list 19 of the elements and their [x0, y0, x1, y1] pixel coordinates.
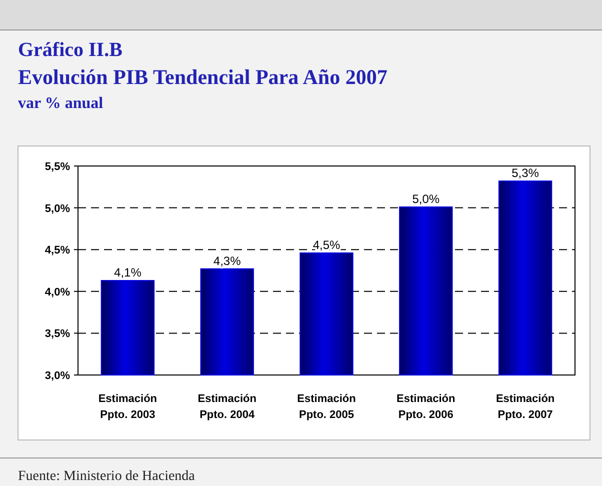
x-tick-label: Estimación Ppto. 2003	[98, 393, 158, 421]
data-label: 5,0%	[412, 192, 440, 206]
y-tick-label: 3,5%	[44, 328, 70, 340]
chart-subtitle: var % anual	[18, 95, 104, 112]
data-label: 4,5%	[312, 238, 340, 252]
y-tick-label: 5,0%	[44, 202, 70, 215]
x-tick-label: Estimación Ppto. 2006	[396, 393, 456, 421]
y-tick-label: 4,5%	[44, 244, 70, 257]
y-tick-label: 5,5%	[44, 161, 70, 173]
source-note: Fuente: Ministerio de Hacienda	[18, 469, 196, 484]
y-tick-label: 3,0%	[44, 370, 70, 382]
data-label: 4,1%	[114, 266, 142, 280]
y-tick-label: 4,0%	[44, 286, 70, 298]
chart-title: Gráfico II.B Evolución PIB Tendencial Para Año 2007	[18, 39, 388, 89]
data-label: 5,3%	[512, 166, 540, 180]
x-tick-label: Estimación Ppto. 2004	[198, 393, 257, 421]
x-tick-label: Estimación Ppto. 2007	[496, 393, 555, 421]
x-tick-label: Estimación Ppto. 2005	[297, 393, 356, 421]
data-label: 4,3%	[213, 254, 242, 268]
